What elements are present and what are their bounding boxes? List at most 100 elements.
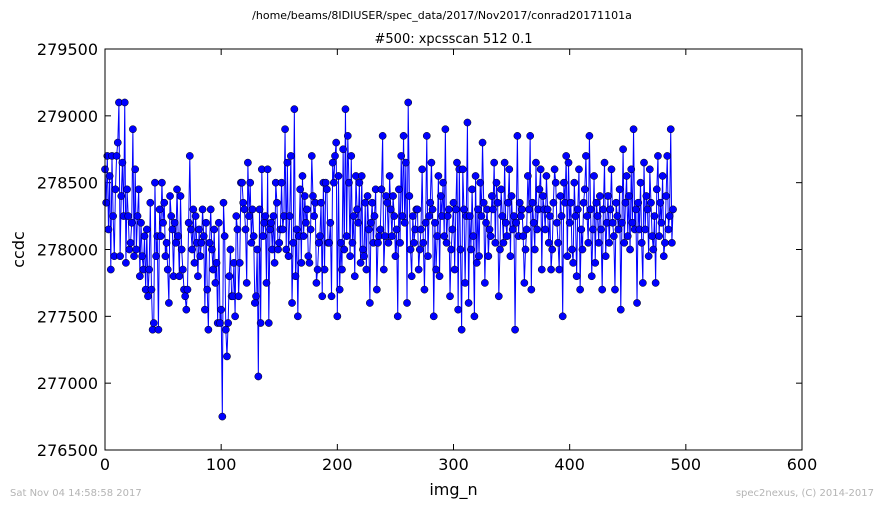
data-point (629, 125, 638, 134)
data-point (572, 272, 581, 281)
data-point (359, 245, 367, 254)
data-point (260, 218, 268, 227)
data-point (577, 225, 586, 234)
data-point (442, 238, 451, 247)
data-point (620, 238, 629, 247)
data-point (125, 245, 134, 254)
data-point (123, 185, 131, 194)
data-point (293, 312, 302, 321)
data-point (181, 292, 190, 301)
data-point (560, 178, 568, 187)
data-point (389, 192, 397, 200)
data-point (405, 192, 414, 200)
data-point (469, 232, 478, 240)
data-point (326, 218, 335, 227)
data-point (555, 265, 564, 274)
data-point (349, 212, 358, 220)
data-point (259, 232, 267, 240)
data-point (604, 192, 612, 200)
data-point (378, 132, 387, 140)
data-point (172, 238, 180, 247)
data-point (658, 172, 667, 180)
x-tick-label: 100 (206, 455, 237, 474)
data-point (453, 158, 461, 167)
data-point (623, 232, 632, 240)
data-point (363, 192, 372, 200)
data-point (529, 218, 538, 227)
data-point (557, 212, 566, 220)
data-point (506, 252, 515, 261)
data-point (447, 245, 456, 254)
data-point (361, 198, 370, 207)
data-point (320, 265, 329, 274)
data-point (202, 218, 210, 227)
data-point (350, 272, 359, 281)
data-point (613, 212, 622, 220)
data-point (626, 245, 634, 254)
data-point (548, 245, 557, 254)
series-line (104, 102, 674, 417)
data-point (362, 265, 371, 274)
data-point (264, 319, 273, 327)
data-point (458, 165, 467, 174)
data-point (419, 238, 428, 247)
data-point (388, 232, 396, 240)
data-point (393, 312, 402, 321)
data-point (224, 319, 232, 327)
data-point (217, 305, 226, 314)
data-point (579, 198, 588, 207)
data-point (149, 319, 158, 327)
data-point (233, 225, 242, 234)
data-point (124, 212, 133, 220)
data-point (654, 152, 662, 160)
data-point (220, 232, 229, 240)
data-point (573, 205, 582, 214)
data-point (414, 265, 423, 274)
data-point (307, 152, 316, 160)
data-point (277, 178, 286, 187)
data-point (262, 279, 271, 287)
data-point (338, 265, 346, 274)
data-point (578, 245, 587, 254)
data-point (189, 205, 198, 214)
data-point (356, 259, 365, 267)
data-point (318, 292, 327, 301)
data-point (472, 259, 481, 267)
data-point (300, 192, 309, 200)
data-point (410, 238, 418, 247)
data-point (245, 212, 253, 220)
data-point (102, 198, 111, 207)
data-point (165, 299, 173, 307)
data-point (198, 205, 207, 214)
data-point (503, 232, 511, 240)
data-point (345, 178, 353, 187)
data-point (234, 292, 243, 301)
data-point (255, 205, 264, 214)
data-point (597, 225, 605, 234)
data-point (129, 125, 137, 134)
data-point (505, 165, 514, 174)
data-point (591, 259, 600, 267)
data-point (130, 252, 138, 261)
data-point (122, 259, 130, 267)
data-point (160, 198, 169, 207)
data-point (226, 245, 235, 254)
data-point (332, 138, 341, 147)
data-point (347, 152, 356, 160)
data-point (386, 205, 395, 214)
data-point (627, 165, 636, 174)
data-point (218, 412, 227, 421)
data-point (500, 158, 509, 167)
data-point (614, 225, 623, 234)
data-point (432, 265, 440, 274)
data-point (492, 178, 501, 187)
data-point (312, 279, 321, 287)
data-point (152, 252, 160, 261)
x-tick-label: 400 (554, 455, 585, 474)
data-point (485, 225, 494, 234)
data-point (197, 238, 206, 247)
data-point (666, 125, 675, 134)
data-point (188, 245, 196, 254)
x-tick-label: 600 (787, 455, 818, 474)
data-point (639, 279, 647, 287)
